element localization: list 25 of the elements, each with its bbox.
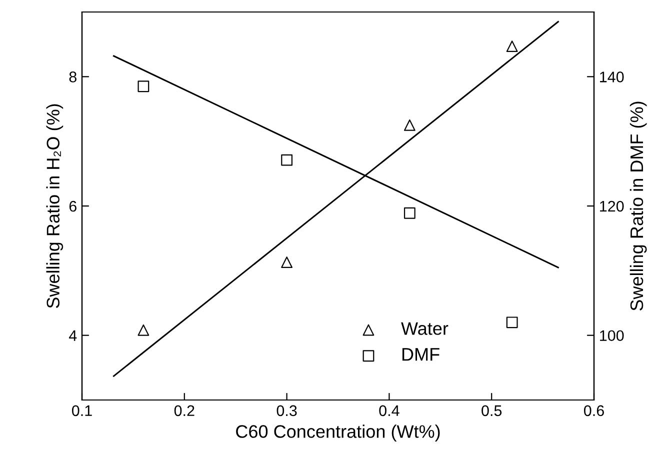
- y2-tick-label: 120: [600, 200, 624, 212]
- y2-tick-label: 100: [600, 330, 624, 342]
- y-axis-title: Swelling Ratio in H₂O (%): [46, 104, 64, 308]
- x-tick-label: 0.4: [379, 405, 400, 416]
- x-tick-label: 0.1: [72, 405, 92, 416]
- y-tick-label: 4: [68, 330, 77, 341]
- x-tick-label: 0.2: [174, 405, 194, 416]
- point: [404, 119, 416, 131]
- legend-label: Water: [401, 322, 448, 335]
- x-tick-label: 0.6: [584, 405, 604, 416]
- y2-tick-label: 140: [600, 72, 624, 82]
- point: [404, 207, 416, 219]
- y-tick-label: 8: [69, 72, 76, 82]
- point: [138, 324, 150, 336]
- point: [506, 40, 518, 52]
- y-tick-label: 6: [69, 200, 76, 212]
- x-tick-label: 0.5: [482, 405, 502, 416]
- y2-axis-title: Swelling Ratio in DMF (%): [630, 102, 647, 311]
- point: [281, 256, 293, 268]
- x-axis-title: C60 Concentration (Wt%): [236, 424, 440, 442]
- legend-label: DMF: [402, 348, 440, 361]
- point: [138, 80, 150, 92]
- point: [506, 316, 518, 328]
- x-tick-label: 0.3: [276, 405, 297, 416]
- point: [281, 154, 293, 166]
